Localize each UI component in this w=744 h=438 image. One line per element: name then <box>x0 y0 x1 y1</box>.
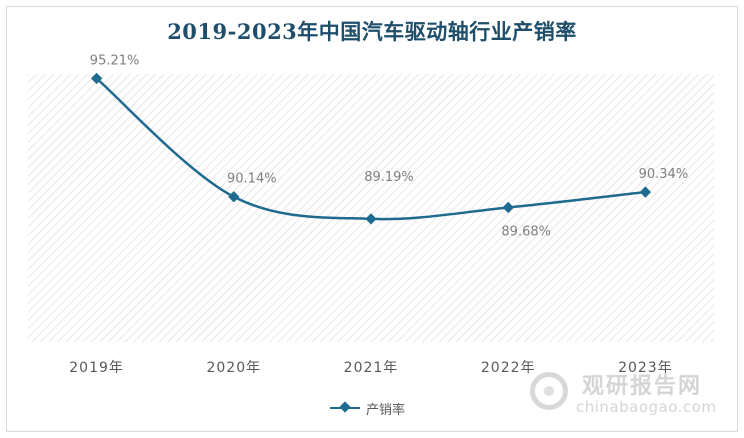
x-tick-label: 2019年 <box>69 360 124 376</box>
data-point-marker[interactable] <box>639 186 652 198</box>
watermark: 观研报告网 chinabaogao.com <box>530 368 730 428</box>
watermark-url: chinabaogao.com <box>576 398 717 416</box>
x-tick-label: 2020年 <box>206 360 261 376</box>
watermark-name: 观研报告网 <box>582 374 703 399</box>
data-label: 95.21% <box>90 53 140 68</box>
data-label: 90.14% <box>227 172 277 187</box>
legend[interactable]: 产销率 <box>330 398 405 418</box>
data-point-marker[interactable] <box>502 201 514 214</box>
x-tick-label: 2023年 <box>618 360 673 376</box>
x-tick-label: 2021年 <box>344 360 399 376</box>
data-label: 90.34% <box>639 167 689 182</box>
x-tick-label: 2022年 <box>481 360 536 376</box>
data-label: 89.68% <box>501 224 551 239</box>
plot-area <box>28 74 714 342</box>
watermark-logo-icon <box>530 372 568 410</box>
legend-label: 产销率 <box>366 402 406 418</box>
data-point-marker[interactable] <box>365 213 377 225</box>
legend-marker-icon <box>330 401 360 415</box>
chart-title: 2019-2023年中国汽车驱动轴行业产销率 <box>167 19 577 44</box>
data-label: 89.19% <box>364 170 414 185</box>
data-point-marker[interactable] <box>228 191 240 203</box>
